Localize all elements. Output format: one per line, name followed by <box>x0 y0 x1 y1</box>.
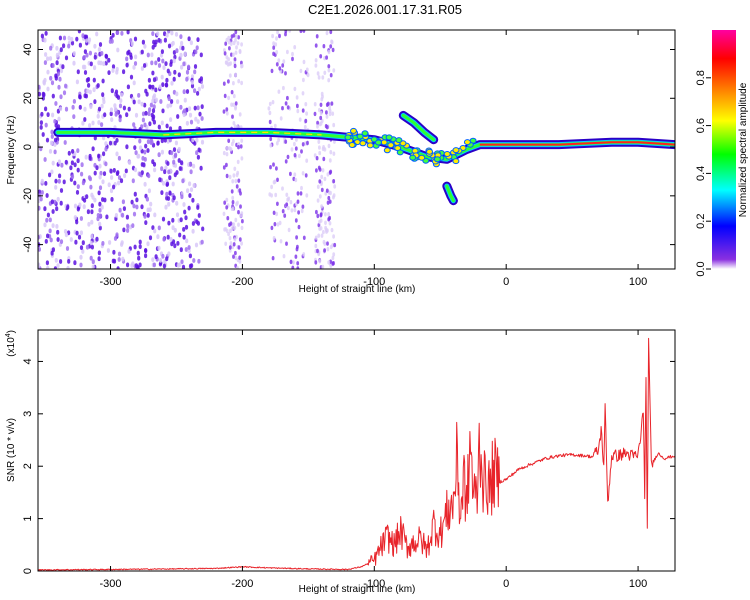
spectrogram-xlabel: Height of straight line (km) <box>299 284 416 295</box>
xtick-label: -200 <box>231 578 253 590</box>
snr-panel: -300 -200 -100 0 100 0 1 2 3 4 Height of straight… <box>5 329 676 595</box>
ytick-label: 0 <box>22 144 34 150</box>
spectrogram-image <box>38 30 675 269</box>
snr-frame <box>37 329 676 572</box>
xtick-label: 0 <box>503 276 509 288</box>
snr-plot-area <box>38 337 675 571</box>
xtick-label: -300 <box>100 276 122 288</box>
ytick-label: 1 <box>22 516 34 522</box>
ytick-label: -40 <box>22 237 34 253</box>
lower-branch-core <box>445 184 455 203</box>
snr-xlabel: Height of straight line (km) <box>299 584 416 595</box>
xtick-label: -300 <box>100 578 122 590</box>
snr-ylabel: SNR (10 * v/v) <box>6 418 17 482</box>
ytick-label: 4 <box>22 358 34 364</box>
xtick-label: -100 <box>363 578 385 590</box>
colorbar-ticks: 0.0 0.2 0.4 0.6 0.8 <box>695 70 711 277</box>
xtick-label: -200 <box>231 276 253 288</box>
colorbar-tick-label: 0.2 <box>695 214 707 229</box>
snr-scale-prefix: (x10 <box>6 337 17 357</box>
snr-scale-note: (x104) <box>5 330 17 357</box>
colorbar: 0.0 0.2 0.4 0.6 0.8 Normalized spectral ampl… <box>695 30 749 277</box>
xtick-label: 0 <box>503 578 509 590</box>
ytick-label: 40 <box>22 43 34 55</box>
snr-scale-exp: 4 <box>5 333 12 337</box>
main-trace-peak-left <box>163 131 322 136</box>
colorbar-tick-label: 0.0 <box>695 261 707 276</box>
ytick-label: 2 <box>22 463 34 469</box>
ytick-label: 3 <box>22 411 34 417</box>
ytick-label: -20 <box>22 188 34 204</box>
colorbar-gradient <box>712 30 736 269</box>
colorbar-label: Normalized spectral amplitude <box>738 82 749 217</box>
snr-line <box>38 337 675 571</box>
spectrogram-frame <box>37 29 676 270</box>
xtick-label: 100 <box>629 276 647 288</box>
snr-ticks: -300 -200 -100 0 100 0 1 2 3 4 <box>22 330 675 590</box>
xtick-label: -100 <box>363 276 385 288</box>
noise-field <box>38 30 337 269</box>
spectrogram-ylabel: Frequency (Hz) <box>6 116 17 185</box>
snr-scale-close: ) <box>6 330 17 333</box>
upper-branch-core <box>401 113 436 142</box>
colorbar-tick-label: 0.8 <box>695 70 707 85</box>
figure-title: C2E1.2026.001.17.31.R05 <box>308 2 462 17</box>
colorbar-tick-label: 0.4 <box>695 166 707 181</box>
ytick-label: 20 <box>22 92 34 104</box>
main-trace-peak <box>479 141 675 146</box>
trace-blobs <box>344 127 477 168</box>
svg-text:(x104): (x104) <box>5 330 17 357</box>
xtick-label: 100 <box>629 578 647 590</box>
colorbar-tick-label: 0.6 <box>695 118 707 133</box>
ytick-label: 0 <box>22 568 34 574</box>
